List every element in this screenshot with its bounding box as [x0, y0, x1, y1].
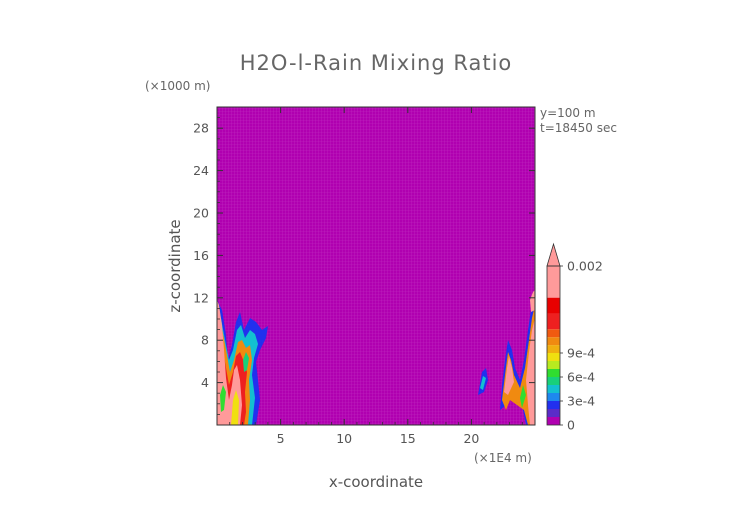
colorbar-frame [546, 265, 561, 426]
colorbar-label: 6e-4 [567, 370, 595, 385]
x-axis: 5 10 15 20 [229, 107, 523, 446]
colorbar-band [547, 313, 560, 330]
x-tick-label: 5 [277, 431, 285, 446]
chart-title: H2O-l-Rain Mixing Ratio [240, 51, 513, 75]
x-tick-label: 10 [336, 431, 352, 446]
colorbar-band [547, 417, 560, 425]
rain-region-left [217, 300, 268, 425]
colorbar-label: 9e-4 [567, 346, 595, 361]
colorbar-band [547, 329, 560, 338]
y-axis: 4 8 12 16 20 24 28 [193, 117, 535, 415]
x-axis-label: x-coordinate [329, 473, 423, 491]
colorbar-band [547, 369, 560, 377]
annotation-y: y=100 m [540, 106, 596, 120]
x-tick-label: 20 [463, 431, 479, 446]
colorbar: 0.002 9e-4 6e-4 3e-4 0 [546, 242, 603, 433]
colorbar-label: 3e-4 [567, 394, 595, 409]
colorbar-band [547, 409, 560, 417]
colorbar-band [547, 337, 560, 346]
rain-region-right [478, 290, 535, 425]
colorbar-band-max [547, 266, 560, 298]
colorbar-band [547, 377, 560, 385]
colorbar-band [547, 345, 560, 353]
colorbar-label: 0 [567, 418, 575, 433]
colorbar-label: 0.002 [567, 259, 603, 274]
y-tick-label: 16 [193, 248, 209, 263]
y-tick-label: 4 [201, 375, 209, 390]
y-units-label: (×1000 m) [145, 79, 210, 93]
colorbar-band [547, 393, 560, 401]
colorbar-band [547, 361, 560, 369]
colorbar-band [547, 297, 560, 314]
colorbar-band [547, 353, 560, 361]
y-axis-label: z-coordinate [166, 219, 184, 312]
y-tick-label: 8 [201, 333, 209, 348]
y-tick-label: 20 [193, 206, 209, 221]
colorbar-band [547, 401, 560, 409]
colorbar-extend-arrow [546, 242, 561, 267]
x-tick-label: 15 [400, 431, 416, 446]
y-tick-label: 12 [193, 290, 209, 305]
x-units-label: (×1E4 m) [474, 451, 532, 465]
y-tick-label: 24 [193, 163, 209, 178]
annotation-time: t=18450 sec [540, 121, 617, 135]
colorbar-band [547, 385, 560, 393]
y-tick-label: 28 [193, 121, 209, 136]
